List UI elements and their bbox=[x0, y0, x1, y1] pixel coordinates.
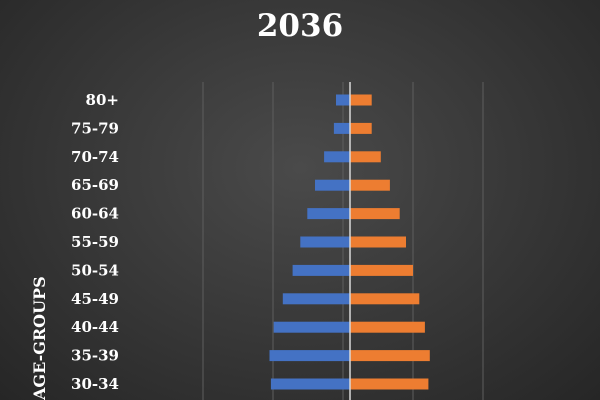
bar-left-50-54 bbox=[292, 264, 350, 276]
y-tick-label: 70-74 bbox=[71, 148, 119, 166]
bar-right-45-49 bbox=[350, 293, 420, 305]
bar-left-75-79 bbox=[333, 122, 350, 134]
bar-left-65-69 bbox=[315, 179, 350, 191]
y-tick-label: 60-64 bbox=[71, 205, 119, 223]
bar-left-80+ bbox=[336, 94, 350, 106]
chart-title: 2036 bbox=[256, 8, 344, 44]
bar-right-50-54 bbox=[350, 264, 413, 276]
y-tick-label: 75-79 bbox=[71, 119, 119, 137]
bar-right-60-64 bbox=[350, 208, 400, 220]
y-tick-label: 50-54 bbox=[71, 261, 119, 279]
bar-right-75-79 bbox=[350, 122, 372, 134]
bar-right-35-39 bbox=[350, 350, 430, 362]
bar-right-65-69 bbox=[350, 179, 390, 191]
bar-left-70-74 bbox=[324, 151, 350, 163]
y-tick-label: 30-34 bbox=[71, 375, 119, 393]
y-tick-label: 45-49 bbox=[71, 290, 119, 308]
bar-left-40-44 bbox=[273, 321, 350, 333]
bar-left-30-34 bbox=[270, 378, 350, 390]
y-tick-label: 80+ bbox=[86, 91, 119, 109]
bar-left-55-59 bbox=[300, 236, 350, 248]
y-tick-label: 40-44 bbox=[71, 318, 119, 336]
bar-left-35-39 bbox=[269, 350, 350, 362]
bar-right-80+ bbox=[350, 94, 372, 106]
y-tick-label: 55-59 bbox=[71, 233, 119, 251]
y-tick-label: 65-69 bbox=[71, 176, 119, 194]
bar-right-40-44 bbox=[350, 321, 425, 333]
bar-left-45-49 bbox=[282, 293, 350, 305]
bar-right-30-34 bbox=[350, 378, 429, 390]
bar-right-55-59 bbox=[350, 236, 406, 248]
bar-left-60-64 bbox=[307, 208, 350, 220]
y-tick-label: 35-39 bbox=[71, 347, 119, 365]
bar-right-70-74 bbox=[350, 151, 381, 163]
